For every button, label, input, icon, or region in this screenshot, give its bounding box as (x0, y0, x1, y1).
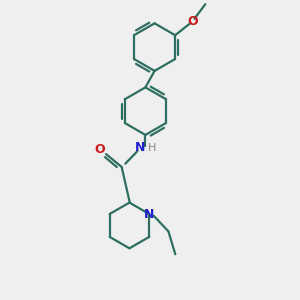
Text: O: O (94, 142, 105, 156)
Text: H: H (148, 143, 157, 153)
Text: O: O (187, 15, 198, 28)
Text: N: N (144, 208, 154, 220)
Text: N: N (135, 141, 145, 154)
